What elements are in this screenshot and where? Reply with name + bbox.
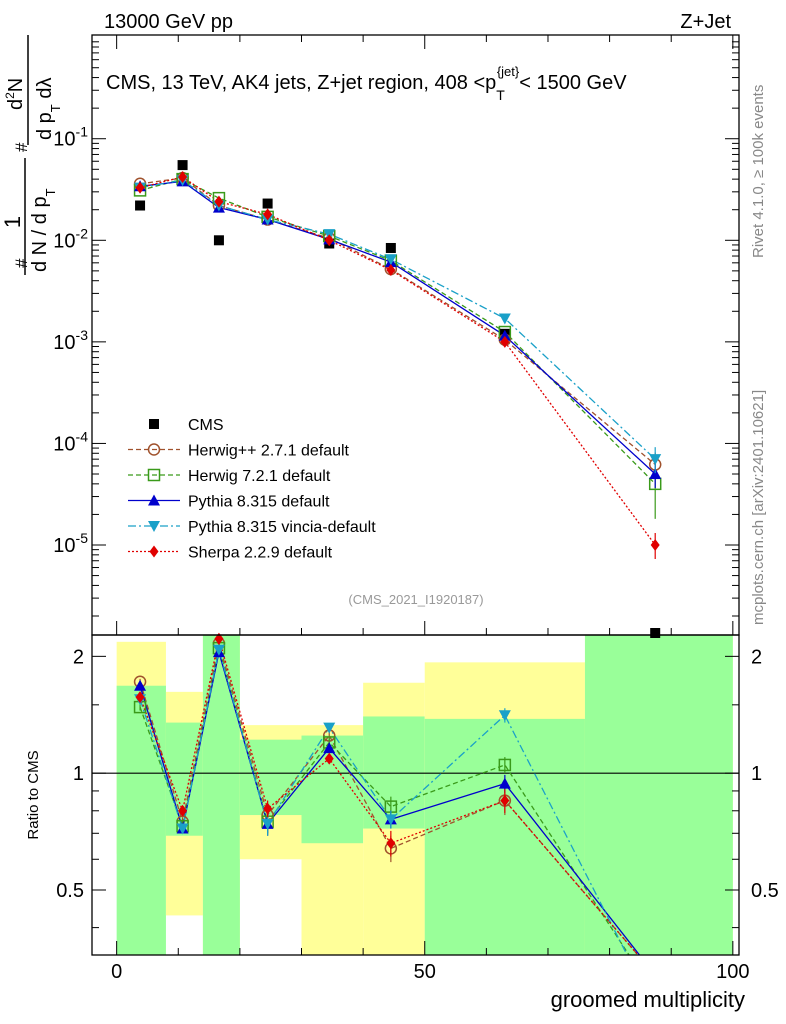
svg-text:d N / d pT: d N / d pT	[29, 188, 58, 272]
y-tick-label-2: 10-3	[53, 327, 88, 354]
marker-cms-7	[650, 628, 661, 638]
legend-label-pythia: Pythia 8.315 default	[188, 494, 330, 511]
y-tick-label-4: 10-1	[53, 124, 88, 151]
ry-tick-label-r-1: 1	[751, 763, 762, 785]
ratio-marker-sherpa-1	[178, 804, 188, 817]
svg-text:#: #	[12, 142, 31, 152]
marker-cms-2	[213, 235, 224, 246]
ratio-marker-pythia-6	[498, 777, 511, 789]
ratio-marker-vincia-1	[176, 823, 189, 835]
ratio-marker-sherpa-5	[386, 837, 396, 850]
marker-sherpa-1	[178, 170, 188, 183]
legend-marker-sherpa	[149, 545, 159, 558]
legend: CMS Herwig++ 2.7.1 default Herwig 7.2.1 de…	[128, 417, 376, 562]
marker-sherpa-5	[386, 263, 396, 276]
line-sherpa	[139, 176, 656, 546]
ratio-lines	[139, 638, 640, 956]
ratio-marker-sherpa-0	[135, 691, 145, 704]
band-green-6	[424, 718, 585, 955]
y-tick-label-3: 10-2	[53, 225, 88, 252]
markers	[133, 160, 662, 863]
svg-text:1: 1	[0, 216, 25, 228]
legend-label-cms: CMS	[188, 417, 224, 434]
marker-sherpa-3	[263, 208, 273, 221]
x-tick-label-0: 0	[111, 961, 122, 983]
ratio-y-label: Ratio to CMS	[25, 750, 42, 839]
ratio-line-vincia	[139, 649, 628, 956]
line-pythia	[139, 180, 656, 475]
svg-text:d2N: d2N	[3, 78, 27, 110]
svg-text:#: #	[12, 258, 31, 268]
ratio-marker-sherpa-4	[324, 752, 334, 765]
marker-sherpa-2	[214, 195, 224, 208]
legend-marker-herwig7	[147, 468, 161, 482]
ry-tick-label-r-0: 0.5	[751, 880, 779, 902]
header-right: Z+Jet	[680, 11, 731, 33]
ratio-marker-vincia-3	[261, 818, 274, 830]
band-green-4	[301, 735, 364, 844]
x-tick-label-100: 100	[716, 961, 749, 983]
ratio-marker-vincia-5	[384, 814, 397, 826]
marker-vincia-6	[498, 313, 511, 325]
ratio-marker-sherpa-6	[500, 794, 510, 807]
x-tick-label-50: 50	[414, 961, 436, 983]
ratio-marker-vincia-2	[212, 644, 225, 656]
ry-tick-label-r-2: 2	[751, 646, 762, 668]
band-green-5	[363, 716, 425, 829]
legend-label-herwig7: Herwig 7.2.1 default	[188, 468, 331, 485]
ratio-marker-pythia-4	[323, 742, 336, 754]
mcplots-label: mcplots.cern.ch [arXiv:2401.10621]	[750, 390, 767, 625]
marker-pythia-6	[498, 329, 511, 341]
ratio-marker-sherpa-2	[214, 632, 224, 645]
marker-cms-0	[135, 200, 146, 211]
x-axis-label: groomed multiplicity	[551, 987, 745, 1012]
y-axis-label: # 1 d N / d pT # d2N d pT dλ	[0, 35, 63, 275]
band-green-0	[116, 685, 166, 955]
band-green-3	[239, 739, 302, 816]
frames	[91, 34, 740, 956]
marker-vincia-7	[649, 454, 662, 466]
marker-sherpa-4	[324, 234, 334, 247]
analysis-id: (CMS_2021_I1920187)	[348, 592, 483, 607]
band-green-7	[584, 635, 733, 955]
ratio-marker-sherpa-3	[263, 802, 273, 815]
chart-title: CMS, 13 TeV, AK4 jets, Z+jet region, 408…	[106, 64, 627, 103]
ratio-marker-herwig7-6	[498, 758, 512, 772]
ry-tick-label-1: 1	[73, 763, 84, 785]
header-left: 13000 GeV pp	[104, 11, 233, 33]
marker-pythia-7	[649, 468, 662, 480]
ratio-marker-pythia-0	[134, 679, 147, 691]
legend-marker-cms	[149, 419, 159, 429]
marker-cms-5	[385, 242, 396, 253]
ratio-marker-vincia-4	[323, 722, 336, 734]
ry-tick-label-0: 0.5	[56, 880, 84, 902]
legend-label-herwigpp: Herwig++ 2.7.1 default	[188, 443, 350, 460]
svg-text:d pT dλ: d pT dλ	[34, 78, 63, 140]
legend-marker-herwigpp	[147, 443, 161, 456]
legend-marker-vincia	[148, 521, 160, 532]
ratio-frame	[91, 634, 740, 956]
line-herwig7	[139, 178, 656, 485]
legend-label-sherpa: Sherpa 2.2.9 default	[188, 545, 333, 562]
ratio-line-sherpa	[139, 638, 639, 956]
legend-label-vincia: Pythia 8.315 vincia-default	[188, 519, 376, 536]
y-tick-label-0: 10-5	[53, 530, 88, 557]
rivet-label: Rivet 4.1.0, ≥ 100k events	[750, 85, 767, 258]
ratio-marker-vincia-6	[498, 710, 511, 722]
marker-sherpa-7	[650, 539, 660, 552]
band-green-2	[202, 635, 240, 955]
y-tick-label-1: 10-4	[53, 428, 88, 455]
ticks: 0 50 100 10-5 10-4 10-3 10-2 10-1 0.5 0.5 1 1 2 2	[53, 35, 779, 983]
marker-cms-3	[262, 198, 273, 209]
marker-sherpa-6	[500, 335, 510, 348]
marker-cms-1	[177, 160, 188, 171]
ry-tick-label-2: 2	[73, 646, 84, 668]
legend-marker-pythia	[148, 494, 160, 506]
ratio-bands	[92, 635, 739, 955]
marker-sherpa-0	[135, 181, 145, 194]
main-lines	[139, 176, 656, 546]
marker-vincia-5	[384, 254, 397, 266]
